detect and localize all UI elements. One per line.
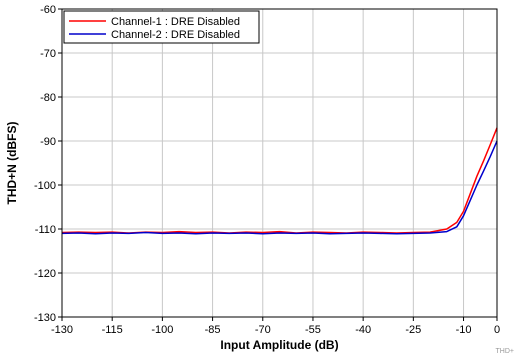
x-tick-label: -100 <box>151 324 173 336</box>
series-line-channel-1 <box>61 127 498 234</box>
series-lines <box>61 127 498 235</box>
plot-frame <box>61 8 498 318</box>
grid-lines <box>61 8 498 318</box>
y-tick-label: -120 <box>34 268 56 280</box>
x-tick-label: -25 <box>405 324 421 336</box>
y-tick-label: -130 <box>34 312 56 324</box>
legend-label: Channel-1 : DRE Disabled <box>111 16 240 28</box>
y-tick-label: -110 <box>35 224 56 236</box>
x-axis-ticks: -130 -115 -100 -85 -70 -55 -40 -25 -10 0 <box>51 317 500 336</box>
x-tick-label: -115 <box>102 324 123 336</box>
series-line-channel-2 <box>61 140 498 235</box>
legend-box <box>63 10 260 44</box>
x-tick-label: -55 <box>305 324 321 336</box>
y-tick-label: -90 <box>40 136 56 148</box>
x-tick-label: 0 <box>494 324 500 336</box>
x-tick-label: -70 <box>255 324 271 336</box>
y-tick-label: -80 <box>40 92 56 104</box>
x-tick-label: -130 <box>51 324 73 336</box>
x-axis-label: Input Amplitude (dB) <box>220 338 338 352</box>
y-tick-label: -100 <box>34 180 56 192</box>
x-tick-label: -40 <box>355 324 371 336</box>
y-tick-label: -70 <box>40 48 56 60</box>
legend-label: Channel-2 : DRE Disabled <box>111 29 240 41</box>
x-tick-label: -85 <box>205 324 221 336</box>
y-axis-ticks: -60 -70 -80 -90 -100 -110 -120 -130 <box>34 4 62 324</box>
y-axis-label: THD+N (dBFS) <box>5 122 19 205</box>
watermark-label: THD+ <box>496 348 514 355</box>
x-tick-label: -10 <box>456 324 472 336</box>
y-tick-label: -60 <box>40 4 56 16</box>
